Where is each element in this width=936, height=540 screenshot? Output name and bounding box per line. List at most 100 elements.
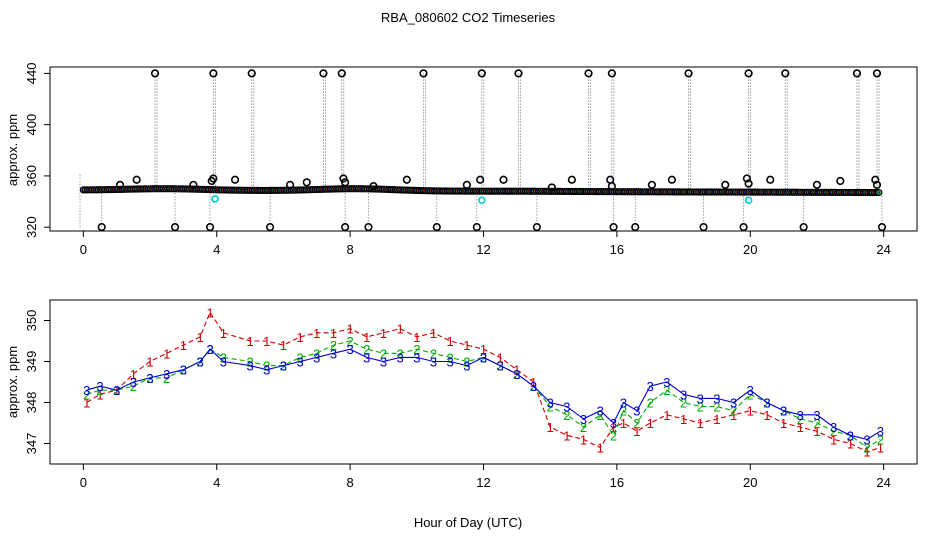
series-3-point: 3 xyxy=(130,375,137,390)
series-3-point: 3 xyxy=(363,350,370,365)
x-tick-label: 16 xyxy=(610,475,624,490)
outlier-point xyxy=(836,176,845,186)
outlier-point xyxy=(369,182,378,191)
outlier-point xyxy=(766,175,775,184)
outlier-low-point xyxy=(97,223,106,232)
series-3-point: 3 xyxy=(697,391,704,406)
outlier-high-point xyxy=(319,69,328,78)
series-3-point: 3 xyxy=(563,400,570,415)
series-1-point: 1 xyxy=(163,346,170,361)
series-1-point: 1 xyxy=(597,441,604,456)
outlier-point xyxy=(606,175,615,184)
series-1-point: 1 xyxy=(146,355,153,370)
series-1-point: 1 xyxy=(747,404,754,419)
x-tick-label: 20 xyxy=(743,242,757,257)
series-2-point: 2 xyxy=(463,355,470,370)
series-2-point: 2 xyxy=(730,404,737,419)
series-3-point: 3 xyxy=(296,355,303,370)
outlier-low-point xyxy=(170,223,180,232)
series-2-point: 2 xyxy=(83,387,90,402)
top-y-axis-label: approx. ppm xyxy=(5,114,20,186)
outlier-low-point xyxy=(739,223,748,232)
series-3-point: 3 xyxy=(530,379,537,394)
series-2-point: 2 xyxy=(610,428,617,443)
series-1-point: 1 xyxy=(563,428,570,443)
series-3-point: 3 xyxy=(647,379,654,394)
x-tick-label: 20 xyxy=(743,475,757,490)
series-2-point: 2 xyxy=(580,420,587,435)
outlier-high-point xyxy=(584,69,593,78)
series-point xyxy=(876,190,881,195)
outlier-point xyxy=(302,178,311,187)
series-3-point: 3 xyxy=(330,346,337,361)
series-3-point: 3 xyxy=(413,350,420,365)
series-1-point: 1 xyxy=(397,322,404,337)
x-tick-label: 12 xyxy=(476,242,490,257)
series-3-point: 3 xyxy=(220,355,227,370)
outlier-low-point xyxy=(265,223,275,232)
series-3-point: 3 xyxy=(447,355,454,370)
x-tick-label: 24 xyxy=(876,242,890,257)
series-2-point: 2 xyxy=(863,441,870,456)
series-1-point: 1 xyxy=(296,330,303,345)
top-panel: 0 4 8 12 16 20 24 320 360 400 440 approx. ppm xyxy=(5,63,918,257)
outlier-high-point xyxy=(150,69,160,78)
x-tick-label: 4 xyxy=(213,475,220,490)
series-1-point: 1 xyxy=(877,441,884,456)
y-tick-label: 348 xyxy=(24,392,39,414)
series-1-point: 1 xyxy=(220,326,227,341)
series-2-point: 2 xyxy=(877,432,884,447)
outlier-low-point xyxy=(472,223,481,232)
series-1-point: 1 xyxy=(713,412,720,427)
calibration-point xyxy=(211,195,219,203)
outlier-low-point xyxy=(609,223,618,232)
series-2-point: 2 xyxy=(680,396,687,411)
series-1-line xyxy=(86,311,881,453)
series-1-point: 1 xyxy=(763,408,770,423)
outlier-point xyxy=(209,174,218,183)
series-2-point: 2 xyxy=(547,400,554,415)
series-2-point: 2 xyxy=(397,346,404,361)
x-tick-label: 0 xyxy=(80,475,87,490)
series-2-point: 2 xyxy=(713,400,720,415)
series-1-point: 1 xyxy=(780,416,787,431)
outlier-point xyxy=(285,180,295,189)
series-1-point: 1 xyxy=(206,305,213,320)
calibration-point xyxy=(744,196,753,205)
series-1-point: 1 xyxy=(280,338,287,353)
outlier-point xyxy=(744,179,753,188)
series-1-point: 1 xyxy=(96,387,103,402)
series-3-point: 3 xyxy=(747,383,754,398)
series-1-point: 1 xyxy=(620,416,627,431)
series-2-point: 2 xyxy=(620,404,627,419)
series-1-point: 1 xyxy=(346,322,353,337)
outlier-low-point xyxy=(532,223,541,232)
outlier-low-point xyxy=(432,223,441,232)
series-1-point: 1 xyxy=(647,416,654,431)
series-3-point: 3 xyxy=(633,404,640,419)
outlier-point xyxy=(871,175,880,184)
outlier-low-point xyxy=(877,223,887,232)
series-2-point: 2 xyxy=(663,383,670,398)
series-1-point: 1 xyxy=(513,363,520,378)
outlier-high-point xyxy=(337,69,346,78)
outlier-point xyxy=(499,175,508,184)
series-1-point: 1 xyxy=(380,326,387,341)
series-2-point: 2 xyxy=(246,355,253,370)
series-1-point: 1 xyxy=(697,416,704,431)
outlier-point xyxy=(462,180,471,189)
outlier-point xyxy=(667,175,677,184)
series-3-point: 3 xyxy=(280,359,287,374)
series-3-point: 3 xyxy=(313,350,320,365)
series-2-point: 2 xyxy=(413,342,420,357)
outlier-low-point xyxy=(205,223,215,232)
y-tick-label: 347 xyxy=(24,433,39,455)
outlier-high-point xyxy=(684,69,693,78)
series-2-point: 2 xyxy=(597,408,604,423)
outlier-point xyxy=(547,183,556,192)
outlier-high-point xyxy=(514,69,523,78)
series-3-point: 3 xyxy=(713,391,720,406)
series-3-line xyxy=(86,348,881,440)
series-2-point: 2 xyxy=(363,342,370,357)
